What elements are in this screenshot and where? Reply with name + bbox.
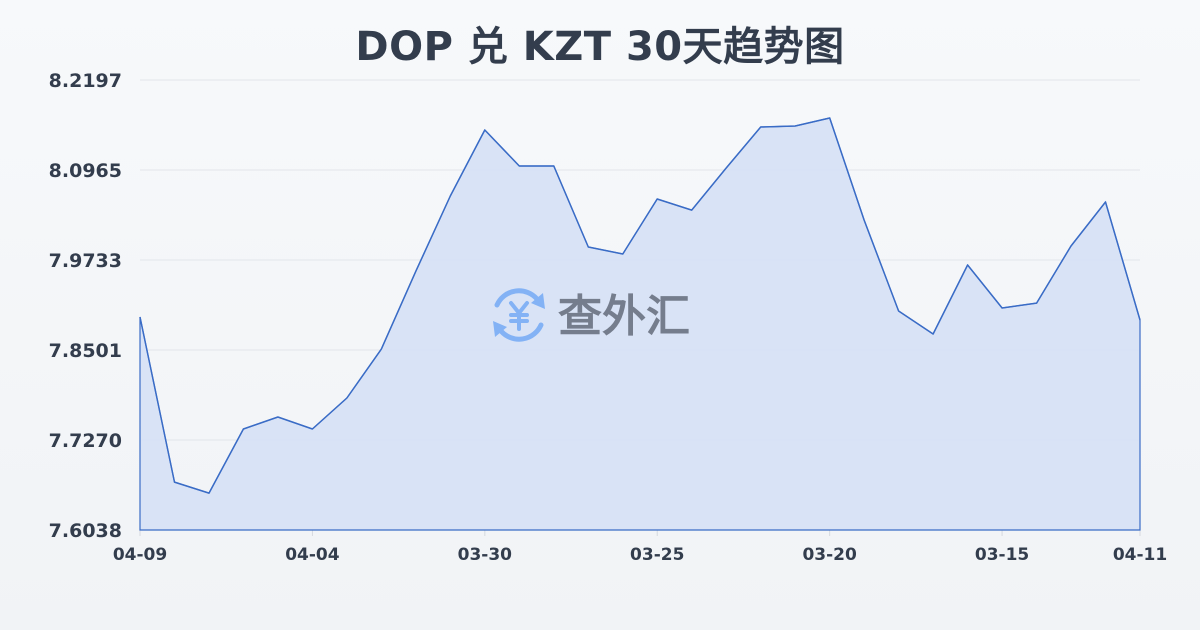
x-axis: 04-09 04-04 03-30 03-25 03-20 03-15 04-11 bbox=[113, 530, 1167, 565]
data-line bbox=[139, 117, 1141, 494]
chart-title: DOP 兑 KZT 30天趋势图 bbox=[355, 24, 845, 70]
y-tick-label: 7.9733 bbox=[49, 250, 122, 272]
x-tick-label: 03-20 bbox=[802, 545, 857, 565]
y-axis: 8.2197 8.0965 7.9733 7.8501 7.7270 7.6038 bbox=[49, 70, 122, 542]
y-tick-label: 8.0965 bbox=[49, 160, 122, 182]
x-tick-label: 03-15 bbox=[975, 545, 1029, 565]
y-tick-label: 7.8501 bbox=[49, 340, 122, 362]
x-tick-label: 04-11 bbox=[1113, 545, 1167, 565]
watermark: 查外汇 bbox=[493, 288, 690, 342]
y-tick-label: 7.7270 bbox=[49, 430, 122, 452]
y-tick-label: 8.2197 bbox=[49, 70, 122, 92]
x-tick-label: 04-09 bbox=[113, 545, 167, 565]
yen-exchange-icon bbox=[493, 288, 545, 342]
x-tick-label: 03-30 bbox=[458, 545, 513, 565]
x-tick-label: 03-25 bbox=[630, 545, 684, 565]
y-tick-label: 7.6038 bbox=[49, 520, 122, 542]
x-tick-label: 04-04 bbox=[285, 545, 340, 565]
watermark-text: 查外汇 bbox=[558, 291, 690, 342]
